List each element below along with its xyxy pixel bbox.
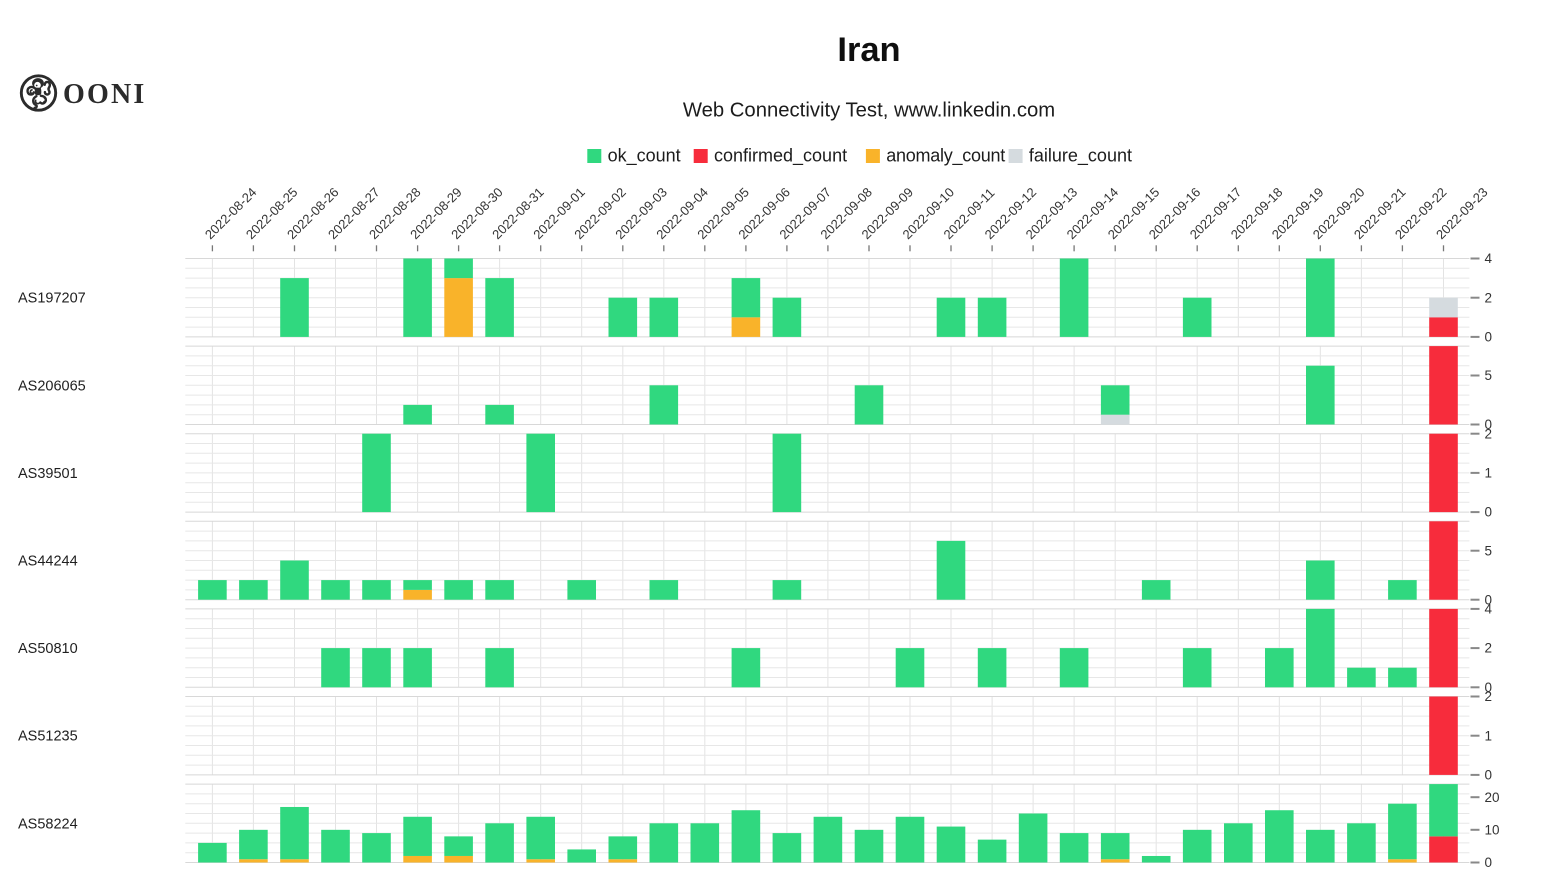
svg-text:5: 5 [1485, 368, 1493, 383]
svg-text:2: 2 [1485, 426, 1493, 441]
svg-text:2: 2 [1485, 290, 1493, 305]
svg-text:ok_count: ok_count [608, 146, 681, 167]
svg-text:0: 0 [1485, 855, 1493, 870]
svg-text:0: 0 [1485, 417, 1493, 432]
svg-text:AS39501: AS39501 [18, 466, 78, 482]
svg-text:4: 4 [1485, 251, 1493, 266]
svg-text:0: 0 [1485, 680, 1493, 695]
svg-text:2: 2 [1485, 689, 1493, 704]
svg-text:0: 0 [1485, 330, 1493, 345]
svg-text:1: 1 [1485, 466, 1493, 481]
svg-text:2: 2 [1485, 641, 1493, 656]
svg-text:0: 0 [1485, 505, 1493, 520]
svg-text:OONI: OONI [63, 79, 146, 110]
svg-text:0: 0 [1485, 592, 1493, 607]
svg-text:AS58224: AS58224 [18, 816, 78, 832]
svg-text:failure_count: failure_count [1029, 146, 1132, 167]
svg-text:4: 4 [1485, 602, 1493, 617]
svg-text:5: 5 [1485, 543, 1493, 558]
svg-text:Web Connectivity Test, www.lin: Web Connectivity Test, www.linkedin.com [683, 100, 1055, 122]
svg-text:anomaly_count: anomaly_count [886, 146, 1005, 167]
svg-text:confirmed_count: confirmed_count [714, 146, 847, 167]
svg-text:AS50810: AS50810 [18, 641, 78, 657]
svg-text:0: 0 [1485, 768, 1493, 783]
svg-text:Iran: Iran [837, 31, 900, 69]
svg-text:AS197207: AS197207 [18, 291, 86, 307]
svg-text:1: 1 [1485, 728, 1493, 743]
svg-text:10: 10 [1485, 822, 1500, 837]
svg-text:AS44244: AS44244 [18, 554, 78, 570]
svg-text:AS51235: AS51235 [18, 729, 78, 745]
svg-text:20: 20 [1485, 790, 1500, 805]
svg-text:AS206065: AS206065 [18, 378, 86, 394]
